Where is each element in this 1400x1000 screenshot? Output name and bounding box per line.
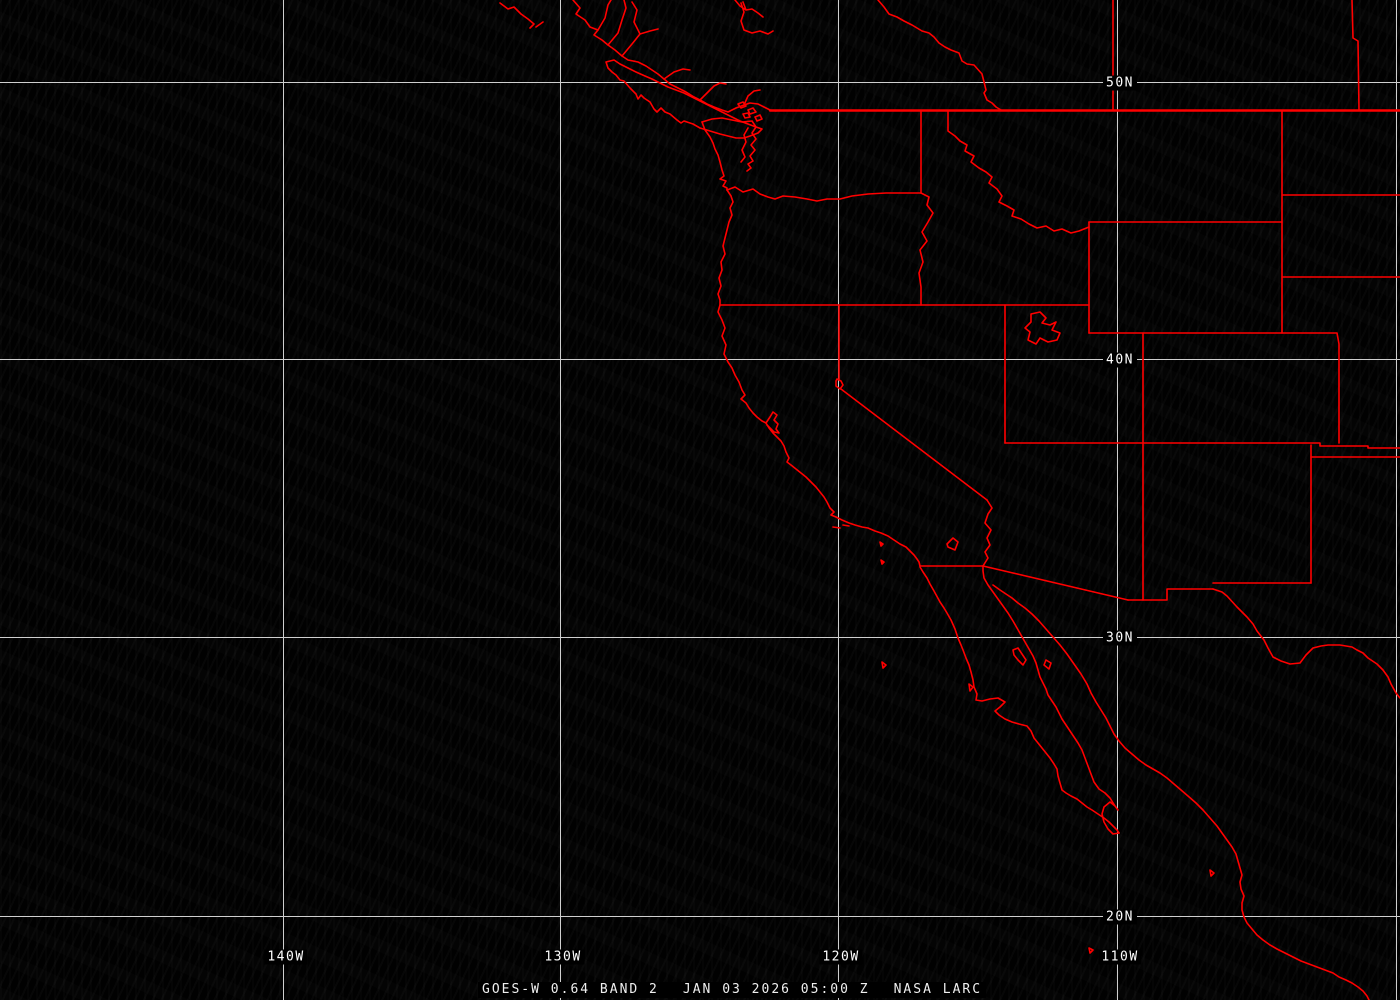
gulf-islands: [1012, 647, 1052, 670]
caption-sensor: GOES-W 0.64 BAND 2: [482, 982, 659, 997]
border-41n-co-east: [1088, 332, 1340, 444]
bc-fjords: [597, 0, 774, 106]
baja-gulf-coastline: [982, 565, 1120, 835]
or-ca-coastline: [717, 189, 767, 424]
image-caption: GOES-W 0.64 BAND 2 JAN 03 2026 05:00 Z N…: [478, 982, 987, 998]
channel-islands: [832, 524, 959, 565]
sk-mb-border: [1351, 0, 1360, 111]
rio-grande: [1212, 588, 1400, 699]
bc-coastline: [572, 0, 777, 113]
sonora-coastline: [992, 584, 1370, 1000]
caption-datetime: JAN 03 2026 05:00 Z: [682, 982, 870, 997]
ca-south-coastline: [765, 422, 921, 567]
haida-gwaii: [499, 2, 544, 29]
caption-credit: NASA LARC: [893, 982, 983, 997]
ca-nv-diagonal: [840, 388, 988, 501]
lake-tahoe: [835, 378, 844, 390]
border-37n: [1004, 442, 1400, 449]
id-mt-border: [947, 110, 1090, 234]
colorado-river-border: [982, 499, 993, 567]
puget-sound: [701, 117, 757, 172]
or-id-border: [918, 192, 934, 306]
wa-or-border: [726, 186, 922, 202]
az-mexico-border: [982, 565, 1129, 601]
offshore-islands: [881, 661, 1215, 954]
nm-mexico-border: [1127, 588, 1214, 601]
san-juan-islands: [737, 101, 763, 122]
baja-west-coastline: [919, 566, 1120, 834]
vancouver-island: [605, 59, 763, 139]
bc-ab-border: [877, 0, 1002, 111]
great-salt-lake: [1024, 311, 1061, 345]
san-francisco-bay: [765, 411, 780, 434]
borders-coastlines-layer: [499, 0, 1400, 1000]
wa-coastline: [701, 121, 728, 191]
